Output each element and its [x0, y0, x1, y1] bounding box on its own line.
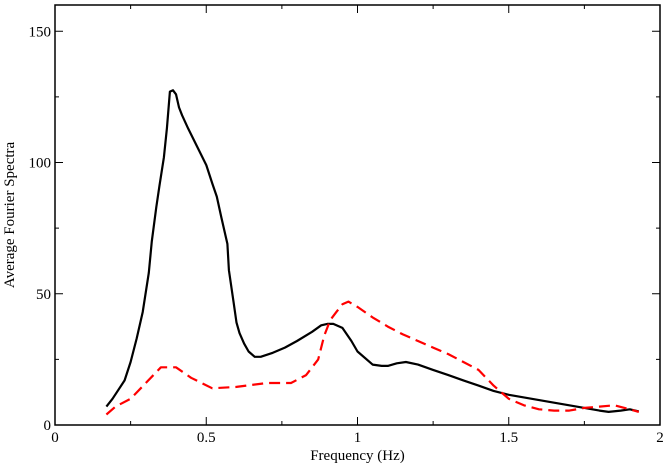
y-axis-title: Average Fourier Spectra — [2, 141, 18, 288]
x-tick-label: 2 — [656, 430, 664, 446]
x-tick-label: 0.5 — [197, 430, 216, 446]
series-line-2 — [105, 300, 640, 416]
x-tick-label: 1 — [354, 430, 362, 446]
x-axis-title: Frequency (Hz) — [310, 448, 405, 464]
y-tick-label: 150 — [29, 24, 52, 40]
y-tick-label: 100 — [29, 156, 52, 172]
series-layer — [105, 89, 640, 416]
y-tick-label: 50 — [36, 287, 51, 303]
series-line-1 — [105, 89, 640, 413]
y-tick-label: 0 — [44, 418, 52, 434]
x-tick-label: 0 — [51, 430, 59, 446]
x-tick-label: 1.5 — [499, 430, 518, 446]
ticks-layer: 0 0.5 1 1.5 2 0 50 100 150 — [29, 5, 664, 446]
